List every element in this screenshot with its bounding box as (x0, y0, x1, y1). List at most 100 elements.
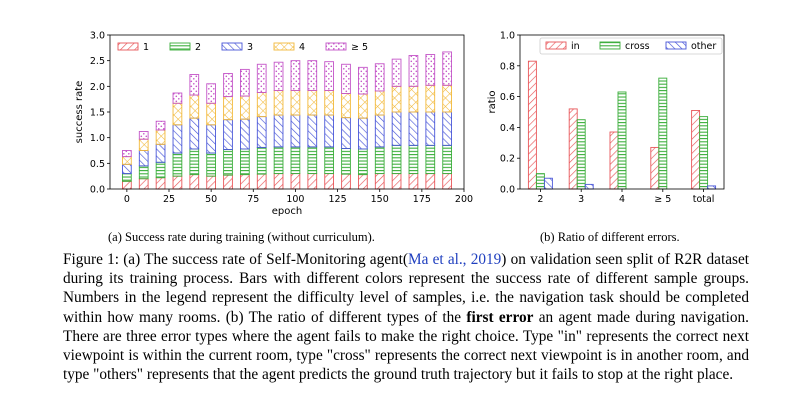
x-tick-label: total (693, 194, 715, 205)
bar-epoch-100-group-2 (290, 114, 301, 148)
bar-epoch-170-group-3 (408, 85, 419, 113)
bar-epoch-110-group-3 (307, 89, 318, 116)
bar-epoch-30-group-4 (172, 92, 183, 104)
subcaption-b: (b) Ratio of different errors. (540, 230, 680, 244)
bar-epoch-70-group-0 (240, 174, 250, 190)
bar-epoch-40-group-0 (189, 174, 200, 190)
bar-epoch-140-group-1 (358, 148, 368, 176)
bar-epoch-190-group-3 (442, 84, 452, 113)
bar-epoch-190-group-0 (442, 173, 452, 190)
y-tick-label: 0.5 (90, 159, 105, 170)
legend-label-0: in (571, 41, 580, 52)
bar-epoch-70-group-3 (240, 95, 250, 120)
y-axis-label: success rate (74, 81, 85, 144)
x-tick-label: 175 (413, 194, 431, 205)
x-tick-label: 25 (163, 194, 175, 205)
bar-epoch-80-group-3 (256, 92, 267, 118)
bar-3-cross (576, 119, 586, 190)
bar-epoch-10-group-3 (138, 138, 149, 151)
bar-epoch-150-group-1 (374, 146, 385, 175)
bar-epoch-10-group-2 (138, 150, 149, 167)
bar-total-other (707, 185, 717, 190)
bar-epoch-90-group-0 (273, 173, 284, 190)
bar-epoch-180-group-1 (425, 144, 436, 175)
x-tick-label: 3 (578, 194, 584, 205)
bar-epoch-60-group-2 (223, 119, 233, 150)
bar-epoch-160-group-0 (391, 173, 402, 190)
bar-epoch-190-group-2 (442, 111, 452, 146)
bar-epoch-70-group-2 (240, 118, 250, 150)
bar-epoch-30-group-2 (172, 124, 183, 154)
bar-epoch-140-group-0 (358, 174, 368, 190)
bar-epoch-100-group-0 (290, 173, 301, 190)
bar-epoch-20-group-3 (155, 129, 166, 145)
y-axis-label: ratio (487, 90, 498, 113)
x-tick-label: 2 (537, 194, 543, 205)
legend-swatch-0 (117, 42, 139, 51)
bar-epoch-170-group-2 (408, 111, 419, 146)
legend-label-1: cross (625, 41, 650, 52)
bar-epoch-190-group-4 (442, 51, 452, 86)
bar-epoch-60-group-1 (223, 149, 233, 176)
bar-epoch-130-group-2 (341, 117, 351, 149)
bar-epoch-150-group-3 (374, 90, 385, 116)
legend-label-3: 4 (299, 42, 305, 53)
legend-swatch-0 (545, 41, 567, 50)
legend-swatch-1 (599, 41, 621, 50)
bar-epoch-180-group-0 (425, 173, 436, 190)
bar-epoch-90-group-3 (273, 89, 284, 116)
bar-epoch-120-group-4 (324, 61, 334, 91)
bar-epoch-130-group-4 (341, 63, 351, 94)
legend-swatch-1 (169, 42, 191, 51)
bar-total-in (691, 110, 701, 190)
chart-a: 0.0 0.5 1.0 1.5 2.0 2.5 3.0 0 25 50 75 100 125 150 175… (0, 0, 473, 225)
x-tick-label: 125 (329, 194, 347, 205)
bar-epoch-10-group-0 (138, 178, 149, 190)
bar-epoch-160-group-3 (391, 85, 402, 113)
x-tick-label: 100 (286, 194, 304, 205)
legend-swatch-2 (221, 42, 243, 51)
error-ratio-chart: 0.0 0.2 0.4 0.6 0.8 1.0 2 3 4 ≥ 5 total ratio in cros… (487, 31, 725, 205)
legend-label-2: other (691, 41, 716, 52)
bar-epoch-110-group-2 (307, 114, 318, 148)
x-tick-label: 50 (205, 194, 217, 205)
bar-epoch-180-group-4 (425, 54, 436, 86)
bar-epoch-100-group-1 (290, 146, 301, 175)
bar-epoch-50-group-4 (206, 83, 216, 104)
legend-label-4: ≥ 5 (351, 42, 368, 53)
y-tick-label: 2.5 (90, 56, 105, 67)
bar-epoch-80-group-0 (256, 173, 267, 190)
bar-4-in (609, 131, 619, 190)
bar-epoch-30-group-3 (172, 102, 183, 126)
bar-≥ 5-in (650, 146, 660, 190)
x-axis-label: epoch (272, 206, 302, 217)
bar-epoch-60-group-3 (223, 96, 233, 121)
bar-epoch-100-group-4 (290, 60, 301, 91)
caption-part-1: Figure 1: (a) The success rate of Self-M… (63, 251, 409, 268)
bar-epoch-130-group-1 (341, 147, 351, 175)
citation-link[interactable]: Ma et al., 2019 (408, 251, 502, 268)
bar-epoch-50-group-1 (206, 152, 216, 177)
bar-epoch-50-group-3 (206, 102, 216, 126)
bar-epoch-70-group-1 (240, 148, 250, 176)
bar-epoch-0-group-3 (122, 156, 132, 165)
y-tick-label: 0.0 (500, 185, 515, 196)
bar-epoch-120-group-0 (324, 173, 334, 190)
bar-epoch-80-group-4 (256, 63, 267, 93)
bar-3-other (584, 183, 594, 190)
bar-epoch-70-group-4 (240, 68, 250, 97)
bar-epoch-90-group-4 (273, 61, 284, 91)
bar-epoch-110-group-0 (307, 173, 318, 190)
bar-epoch-90-group-2 (273, 114, 284, 148)
bar-epoch-140-group-3 (358, 93, 368, 119)
bar-epoch-10-group-4 (138, 131, 149, 140)
bar-2-other (543, 177, 553, 190)
x-tick-label: 200 (455, 194, 473, 205)
bar-2-in (527, 60, 537, 190)
y-tick-label: 2.0 (90, 82, 105, 93)
y-tick-label: 0.4 (500, 123, 515, 134)
subcaption-a: (a) Success rate during training (withou… (108, 230, 375, 244)
bar-epoch-80-group-1 (256, 146, 267, 175)
x-tick-label: 0 (124, 194, 130, 205)
bar-≥ 5-cross (658, 77, 668, 190)
